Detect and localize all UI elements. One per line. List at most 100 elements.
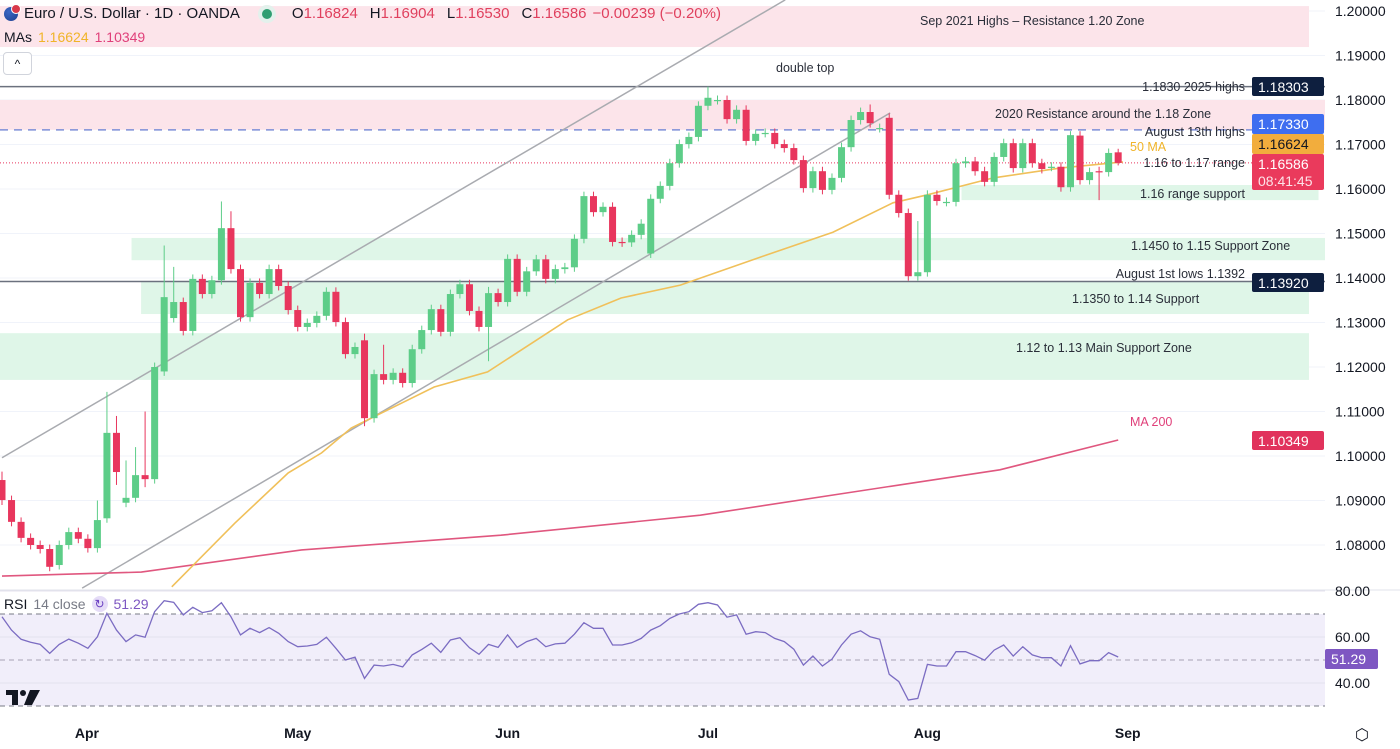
time-axis-label: Aug: [914, 725, 941, 741]
candle-body: [27, 537, 35, 545]
candle: [475, 306, 483, 332]
candle: [275, 264, 283, 291]
time-axis[interactable]: Apr May Jun Jul Aug Sep: [75, 725, 1141, 741]
candle-body: [780, 144, 788, 149]
candle-body: [847, 120, 855, 148]
candle-body: [46, 549, 54, 567]
candle-body: [112, 432, 120, 473]
price-tag-last: 1.16586 08:41:45: [1252, 154, 1324, 190]
candle: [923, 190, 931, 277]
zone-support-1-145: [131, 237, 1325, 261]
candle-body: [714, 100, 721, 102]
candle: [1009, 138, 1017, 173]
candle-body: [74, 532, 82, 539]
range-label: 1.16 to 1.17 range: [1144, 156, 1246, 170]
candle: [532, 254, 540, 276]
candle: [942, 197, 950, 207]
candle: [504, 254, 512, 307]
rsi-name: RSI: [4, 596, 28, 612]
candle: [74, 527, 82, 544]
candle-body: [1105, 152, 1113, 173]
candle-body: [637, 223, 645, 235]
candle-body: [876, 128, 884, 130]
rsi-legend[interactable]: RSI 14 close ↻ 51.29: [4, 596, 149, 612]
price-tag-ma200: 1.10349: [1252, 431, 1324, 450]
rsi-axis-label: 40.00: [1335, 675, 1370, 691]
candle-body: [580, 196, 588, 239]
candle-body: [0, 480, 6, 501]
candle: [914, 221, 922, 281]
candle: [65, 527, 73, 550]
candle: [666, 158, 674, 191]
rsi-pane[interactable]: [0, 590, 1325, 707]
candle: [752, 129, 760, 146]
candle: [303, 318, 311, 332]
candle-body: [217, 228, 225, 281]
svg-text:1.10349: 1.10349: [1258, 433, 1309, 449]
candle: [341, 317, 349, 359]
candle-body: [399, 372, 407, 384]
candle-body: [361, 340, 369, 419]
candle: [256, 278, 264, 299]
candle: [389, 368, 397, 385]
price-axis[interactable]: 1.20000 1.19000 1.18000 1.17000 1.16000 1.150…: [1335, 3, 1386, 553]
candle: [637, 219, 645, 240]
zone-label-sep-2021: Sep 2021 Highs – Resistance 1.20 Zone: [920, 14, 1144, 28]
candle: [675, 139, 683, 168]
symbol-header[interactable]: Euro / U.S. Dollar · 1D · OANDA O1.16824…: [4, 3, 721, 22]
candle: [179, 297, 187, 336]
candle: [589, 191, 597, 217]
ohlc-close: C1.16586: [521, 5, 587, 22]
symbol-title[interactable]: Euro / U.S. Dollar · 1D · OANDA: [24, 5, 240, 22]
candle-body: [1114, 152, 1122, 163]
candle-body: [8, 500, 16, 522]
refresh-icon[interactable]: ↻: [91, 596, 108, 612]
collapse-legend-button[interactable]: ^: [3, 52, 32, 75]
candle-body: [65, 532, 73, 545]
candle-body: [1028, 143, 1036, 164]
candle: [761, 128, 769, 138]
price-axis-label: 1.10000: [1335, 448, 1386, 464]
candle-body: [189, 278, 197, 331]
candle-body: [227, 228, 235, 270]
double-top-label: double top: [776, 61, 834, 75]
candle-body: [446, 294, 454, 332]
candle: [1086, 167, 1094, 185]
candle-body: [513, 258, 521, 292]
candle: [313, 311, 321, 328]
candle: [84, 534, 92, 553]
price-change: −0.00239 (−0.20%): [592, 5, 721, 22]
candle: [1000, 138, 1008, 162]
rsi-axis[interactable]: 80.00 60.00 40.00: [1335, 583, 1370, 691]
candle: [981, 166, 989, 187]
candle-body: [237, 269, 244, 318]
candle: [1114, 148, 1122, 166]
candle-body: [322, 291, 330, 316]
candle-body: [351, 346, 359, 355]
horizontal-lines: [0, 85, 1325, 283]
settings-icon[interactable]: ⬡: [1355, 727, 1369, 744]
candle-body: [857, 112, 865, 121]
candle-body: [666, 163, 674, 186]
candle-body: [198, 278, 206, 295]
candle-body: [904, 213, 912, 277]
candle-body: [246, 282, 254, 318]
time-axis-label: Apr: [75, 725, 100, 741]
market-status-icon[interactable]: [261, 8, 272, 19]
candles: [0, 86, 1122, 572]
candle: [990, 152, 998, 187]
candle: [857, 107, 865, 125]
candle-body: [1047, 166, 1055, 168]
candle: [246, 278, 254, 322]
candle-body: [1057, 166, 1065, 188]
candle-body: [485, 293, 493, 327]
candle-body: [885, 117, 893, 195]
candle-body: [36, 545, 44, 550]
candle-body: [303, 322, 311, 327]
eurusd-flag-icon: [4, 3, 21, 21]
ma-legend[interactable]: MAs 1.16624 1.10349: [4, 29, 145, 45]
candle-body: [380, 374, 388, 380]
candle-body: [122, 497, 130, 503]
candle-body: [389, 372, 397, 380]
